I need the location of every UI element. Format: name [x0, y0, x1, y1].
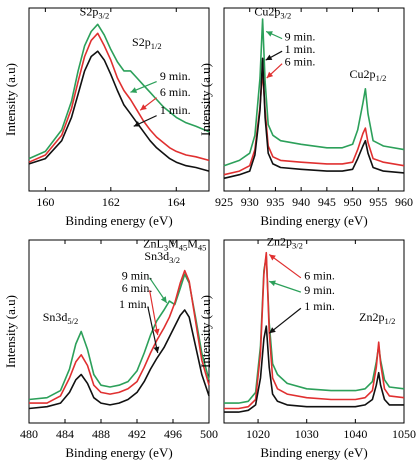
plot-frame [223, 7, 405, 192]
annotation-label: 9 min. [160, 69, 191, 83]
annotation-arrowhead [269, 327, 276, 334]
annotation-arrowhead [269, 254, 276, 261]
y-axis-title: Intensity (a.u) [198, 63, 213, 136]
x-tick-label: 164 [167, 195, 185, 209]
x-tick-label: 480 [20, 427, 38, 441]
annotation-label: 1 min. [285, 42, 316, 56]
annotation-label: 9 min. [304, 283, 335, 297]
annotation-label: Zn2p1/2 [359, 310, 395, 326]
annotation-arrowhead [133, 121, 141, 127]
x-tick-label: 955 [369, 195, 387, 209]
annotation-label: Cu2p1/2 [350, 67, 387, 83]
series-line-9min [28, 273, 210, 401]
chart-s2p: 160 162 164 S2p3/2 S2p1/2 9 min. 6 min. 1 min. B… [3, 4, 210, 228]
plot-frame [28, 239, 210, 424]
x-tick-label: 1050 [392, 427, 416, 441]
x-tick-label: 925 [215, 195, 233, 209]
annotation-label: 1 min. [119, 297, 150, 311]
series-line-6min [223, 70, 405, 176]
annotation-arrowhead [140, 104, 147, 111]
x-axis-title: Binding energy (eV) [65, 445, 172, 460]
x-tick-label: 935 [266, 195, 284, 209]
plot-frame [28, 7, 210, 192]
y-axis-title: Intensity (a.u) [3, 295, 18, 368]
x-tick-label: 500 [200, 427, 218, 441]
x-tick-label: 945 [318, 195, 336, 209]
annotation-arrowhead [269, 280, 276, 287]
annotation-label: 9 min. [285, 29, 316, 43]
annotation-label: Sn3d3/2 [144, 249, 180, 265]
x-tick-label: 930 [241, 195, 259, 209]
annotation-arrow-line [268, 254, 302, 279]
annotation-arrowhead [153, 328, 160, 336]
x-axis-title: Binding energy (eV) [65, 213, 172, 228]
annotation-label: 6 min. [304, 269, 335, 283]
annotation-arrowhead [130, 87, 138, 93]
plot-frame [223, 239, 405, 424]
x-tick-label: 484 [56, 427, 74, 441]
y-axis-title: Intensity (a.u) [198, 295, 213, 368]
annotation-label: 9 min. [122, 269, 153, 283]
series-line-1min [223, 57, 405, 180]
annotation-label: S2p3/2 [80, 4, 110, 20]
annotation-arrowhead [160, 296, 167, 303]
annotation-arrowhead [153, 346, 160, 353]
annotation-label: Cu2p3/2 [254, 4, 291, 20]
annotation-arrow-line [149, 290, 159, 336]
x-tick-label: 940 [292, 195, 310, 209]
series-line-1min [28, 50, 210, 172]
annotation-label: Sn3d5/2 [43, 310, 79, 326]
annotation-label: 6 min. [160, 85, 191, 99]
annotation-label: ZnL3M45M45 [143, 236, 206, 252]
x-tick-label: 162 [102, 195, 120, 209]
annotation-label: S2p1/2 [132, 35, 162, 51]
annotation-label: 6 min. [122, 281, 153, 295]
x-tick-label: 1020 [246, 427, 270, 441]
x-tick-label: 1040 [343, 427, 367, 441]
x-axis-title: Binding energy (eV) [260, 445, 367, 460]
annotation-label: 6 min. [285, 54, 316, 68]
annotation-arrowhead [266, 31, 273, 37]
series-line-9min [223, 18, 405, 167]
chart-cu2p: 925 930 935 940 945 950 955 960 Cu2p3/2 9 min.1 m… [198, 4, 413, 228]
y-axis-title: Intensity (a.u) [3, 63, 18, 136]
x-axis-title: Binding energy (eV) [260, 213, 367, 228]
series-line-6min [28, 32, 210, 163]
annotation-arrow-line [147, 306, 159, 354]
x-tick-label: 492 [128, 427, 146, 441]
annotation-label: Zn2p3/2 [267, 235, 303, 251]
annotation-arrow-line [268, 307, 302, 334]
x-tick-label: 160 [36, 195, 54, 209]
x-tick-label: 1030 [295, 427, 319, 441]
annotation-label: 1 min. [304, 299, 335, 313]
series-line-6min [224, 251, 405, 410]
series-line-6min [29, 269, 210, 404]
chart-zn2p: 1020 1030 1040 1050 Zn2p3/2 6 min.9 min. 1 min… [198, 235, 416, 460]
x-tick-label: 960 [395, 195, 413, 209]
x-tick-label: 950 [344, 195, 362, 209]
annotation-label: 1 min. [160, 103, 191, 117]
series-line-1min [28, 309, 210, 410]
x-tick-label: 496 [164, 427, 182, 441]
x-tick-label: 488 [92, 427, 110, 441]
series-line-1min [224, 325, 404, 413]
annotation-arrowhead [265, 54, 273, 61]
annotation-arrowhead [266, 71, 274, 79]
series-line-9min [28, 23, 210, 160]
